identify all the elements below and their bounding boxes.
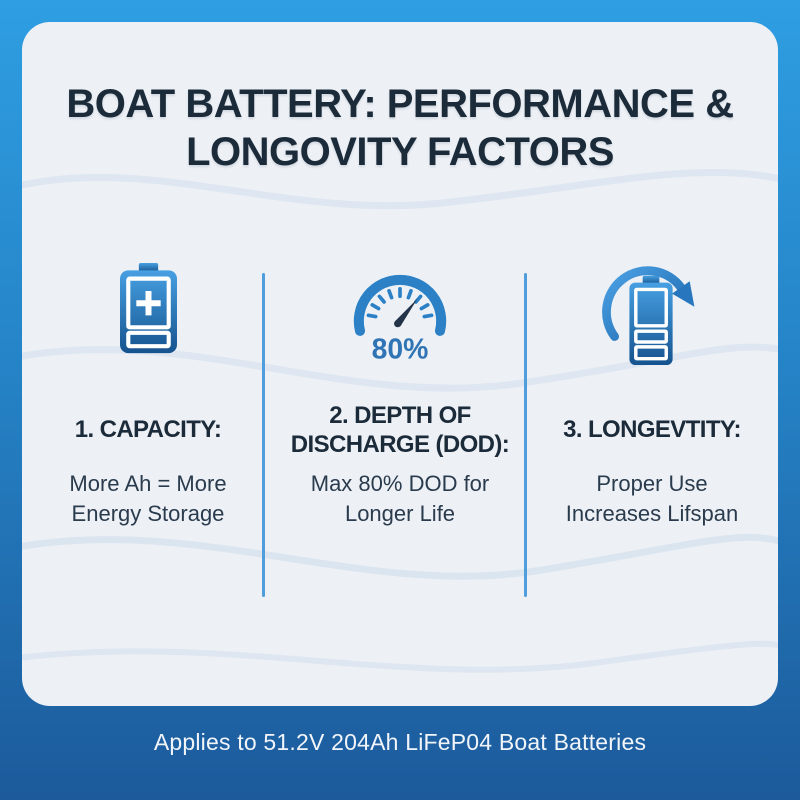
title-line-2: LONGOVITY FACTORS bbox=[186, 130, 614, 174]
title-line-1: BOAT BATTERY: PERFORMANCE & bbox=[66, 82, 734, 126]
gauge-needle bbox=[394, 298, 418, 326]
longevity-icon-box bbox=[596, 260, 708, 372]
capacity-icon-box bbox=[119, 260, 178, 372]
capacity-description: More Ah = More Energy Storage bbox=[69, 471, 227, 526]
page-title: BOAT BATTERY: PERFORMANCE & LONGOVITY FA… bbox=[22, 80, 778, 176]
factor-columns: 1. CAPACITY: More Ah = More Energy Stora… bbox=[22, 260, 778, 529]
longevity-description: Proper Use Increases Lifspan bbox=[565, 471, 739, 526]
capacity-heading: 1. CAPACITY: bbox=[74, 416, 222, 444]
column-divider-right bbox=[524, 273, 527, 597]
column-capacity: 1. CAPACITY: More Ah = More Energy Stora… bbox=[22, 260, 274, 529]
battery-plus-icon bbox=[119, 263, 177, 354]
cycle-arrow-arc bbox=[602, 266, 686, 341]
dod-heading: 2. DEPTH OF DISCHARGE (DOD): bbox=[290, 401, 510, 458]
battery-cycle-icon bbox=[602, 266, 695, 366]
cycle-arrow-head bbox=[672, 281, 695, 307]
longevity-heading: 3. LONGEVTITY: bbox=[563, 416, 741, 444]
dod-description: Max 80% DOD for Longer Life bbox=[310, 471, 490, 526]
column-divider-left bbox=[262, 273, 265, 597]
gauge-value-label: 80% bbox=[372, 333, 429, 363]
dod-icon-box: 80% bbox=[345, 260, 455, 372]
infographic-panel: BOAT BATTERY: PERFORMANCE & LONGOVITY FA… bbox=[22, 22, 778, 706]
footer-note: Applies to 51.2V 204Ah LiFeP04 Boat Batt… bbox=[153, 729, 647, 755]
gauge-icon: 80% bbox=[353, 274, 447, 363]
column-longevity: 3. LONGEVTITY: Proper Use Increases Lifs… bbox=[526, 260, 778, 529]
column-depth-of-discharge: 80% 2. DEPTH OF DISCHARGE (DOD): Max 80%… bbox=[274, 260, 526, 529]
